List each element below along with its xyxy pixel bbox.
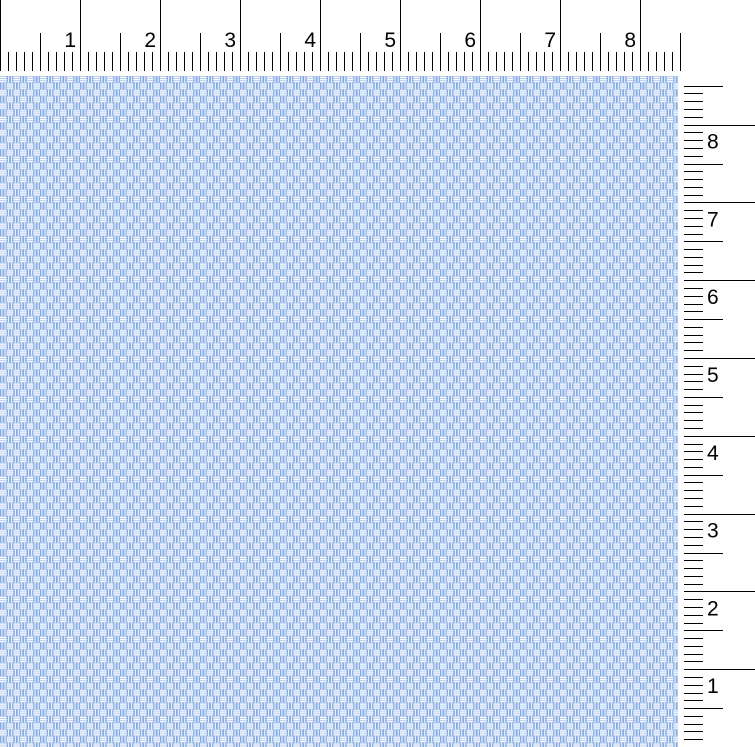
right-ruler: 1 2 3 4 5 6 7 8 — [684, 86, 755, 740]
top-ruler: 1 2 3 4 5 6 7 8 — [0, 0, 681, 71]
ruler-label: 1 — [64, 29, 76, 52]
fabric-swatch-preview — [0, 76, 678, 747]
ruler-label: 2 — [144, 29, 156, 52]
ruler-label: 8 — [624, 29, 636, 52]
ruler-label: 5 — [384, 29, 396, 52]
ruler-label: 7 — [707, 208, 719, 231]
ruler-label: 2 — [707, 597, 719, 620]
ruler-label: 1 — [707, 675, 719, 698]
ruler-label: 7 — [544, 29, 556, 52]
ruler-label: 4 — [707, 442, 719, 465]
ruler-label: 5 — [707, 364, 719, 387]
ruler-label: 6 — [464, 29, 476, 52]
ruler-label: 8 — [707, 131, 719, 154]
ruler-label: 4 — [304, 29, 316, 52]
ruler-label: 3 — [707, 520, 719, 543]
ruler-label: 3 — [224, 29, 236, 52]
ruler-label: 6 — [707, 286, 719, 309]
